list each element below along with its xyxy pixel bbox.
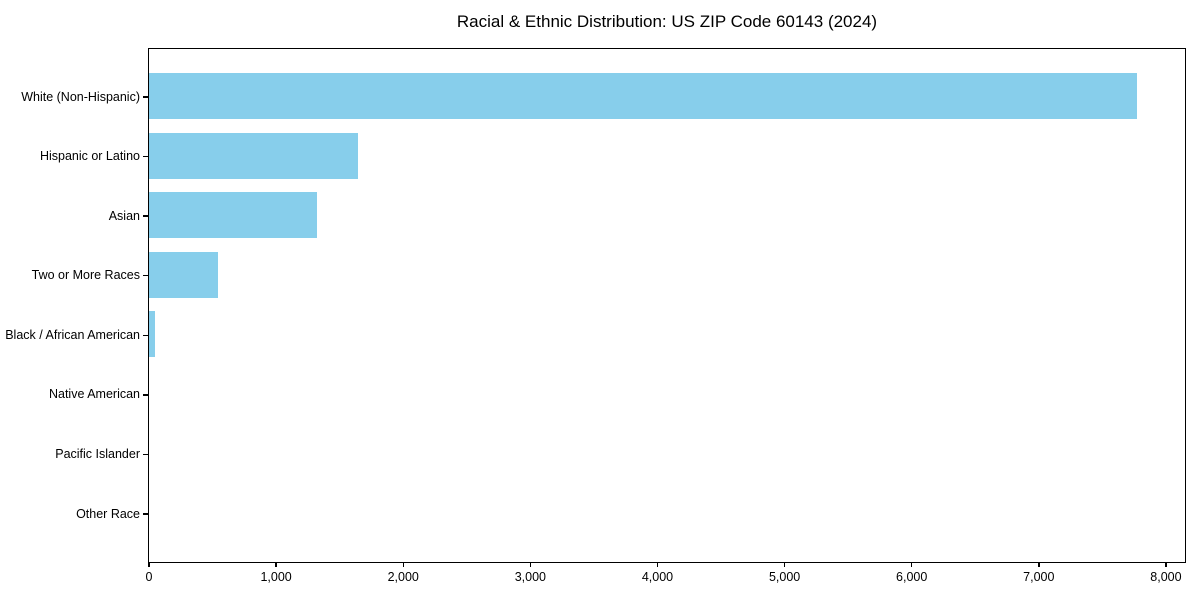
chart-title: Racial & Ethnic Distribution: US ZIP Cod… bbox=[456, 12, 878, 31]
plot-area bbox=[148, 48, 1186, 563]
y-tick bbox=[143, 334, 148, 336]
y-tick bbox=[143, 275, 148, 277]
x-tick-label: 6,000 bbox=[896, 570, 928, 584]
y-tick-label: Asian bbox=[108, 208, 140, 223]
x-tick bbox=[783, 562, 786, 567]
x-tick-label: 2,000 bbox=[387, 570, 419, 584]
y-tick-label: Native American bbox=[48, 387, 140, 402]
x-tick bbox=[275, 562, 277, 567]
x-tick-label: 5,000 bbox=[768, 570, 801, 584]
x-tick-label: 8,000 bbox=[1150, 570, 1182, 584]
bar bbox=[149, 192, 317, 239]
bar bbox=[149, 311, 155, 358]
y-tick bbox=[143, 96, 148, 98]
y-tick bbox=[143, 453, 148, 456]
x-tick bbox=[910, 562, 913, 567]
x-tick bbox=[529, 562, 532, 567]
y-tick-label: White (Non-Hispanic) bbox=[21, 89, 140, 104]
y-tick-label: Hispanic or Latino bbox=[39, 149, 140, 164]
x-tick-label: 4,000 bbox=[641, 570, 674, 584]
x-tick bbox=[1165, 562, 1167, 567]
x-tick bbox=[148, 562, 150, 567]
y-tick bbox=[143, 394, 148, 396]
bar bbox=[149, 73, 1137, 119]
y-tick bbox=[143, 513, 148, 515]
y-tick-label: Other Race bbox=[76, 506, 140, 521]
y-tick bbox=[143, 155, 148, 158]
x-tick-label: 1,000 bbox=[260, 570, 292, 584]
y-tick bbox=[143, 215, 148, 217]
y-tick-label: Two or More Races bbox=[31, 268, 140, 283]
x-tick bbox=[656, 562, 659, 567]
x-tick bbox=[402, 562, 404, 567]
bar bbox=[149, 251, 218, 298]
y-tick-label: Pacific Islander bbox=[55, 446, 140, 461]
x-tick-label: 7,000 bbox=[1023, 570, 1055, 584]
x-tick-label: 0 bbox=[145, 570, 153, 584]
bar bbox=[149, 132, 358, 179]
x-tick-label: 3,000 bbox=[514, 570, 546, 584]
y-tick-label: Black / African American bbox=[5, 327, 140, 342]
x-tick bbox=[1038, 562, 1040, 567]
